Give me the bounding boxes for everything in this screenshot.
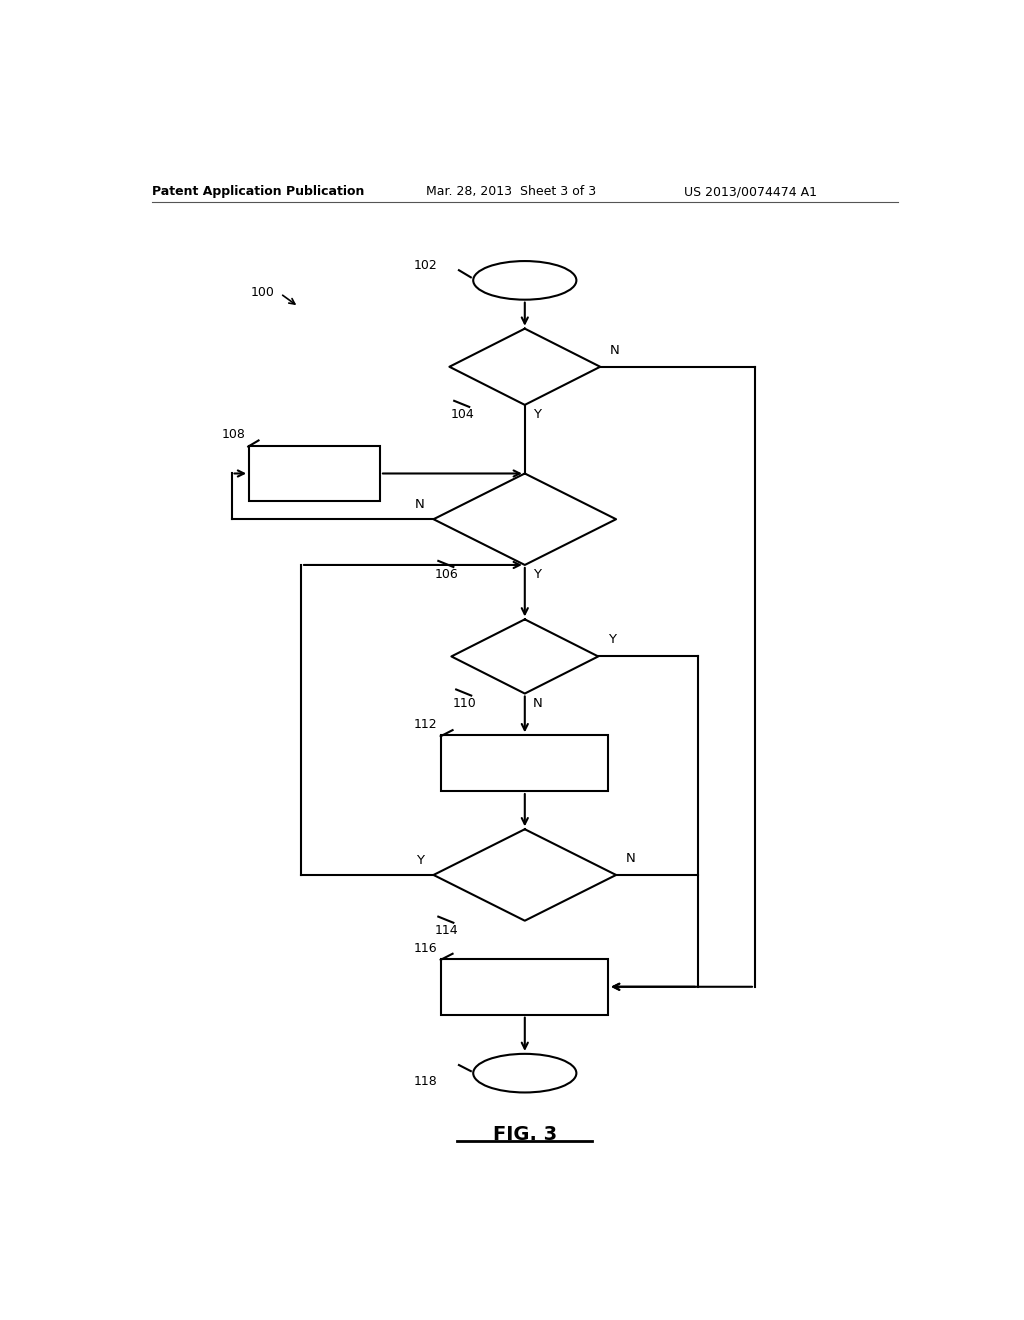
Text: 108: 108 [221, 429, 245, 441]
Text: 102: 102 [414, 259, 437, 272]
Text: FIG. 3: FIG. 3 [493, 1125, 557, 1143]
Text: Y: Y [532, 568, 541, 581]
Text: 110: 110 [453, 697, 477, 710]
Text: 112: 112 [414, 718, 437, 731]
Text: Y: Y [607, 634, 615, 647]
Text: N: N [415, 498, 424, 511]
Text: 116: 116 [414, 941, 437, 954]
Text: Y: Y [532, 408, 541, 421]
Text: 104: 104 [451, 408, 475, 421]
Text: Mar. 28, 2013  Sheet 3 of 3: Mar. 28, 2013 Sheet 3 of 3 [426, 185, 596, 198]
Text: 100: 100 [251, 286, 274, 300]
Text: 118: 118 [414, 1076, 437, 1088]
Text: Y: Y [416, 854, 424, 867]
Text: 106: 106 [435, 568, 459, 581]
Text: 114: 114 [435, 924, 459, 937]
Text: Patent Application Publication: Patent Application Publication [152, 185, 365, 198]
Text: N: N [626, 851, 635, 865]
Text: N: N [532, 697, 543, 710]
Text: N: N [609, 343, 620, 356]
Text: US 2013/0074474 A1: US 2013/0074474 A1 [684, 185, 816, 198]
